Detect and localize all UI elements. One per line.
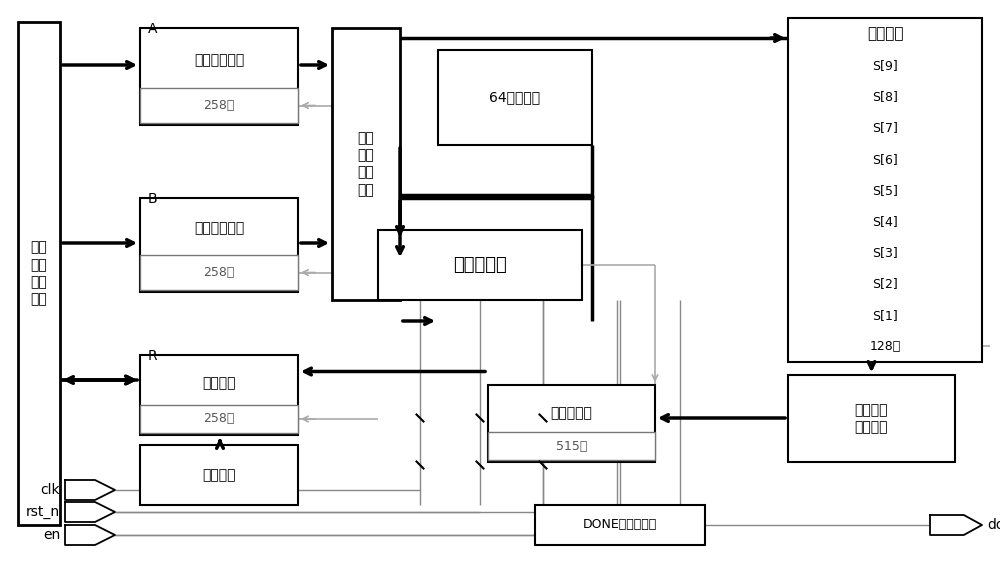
Text: 有限状态机: 有限状态机	[453, 256, 507, 274]
Text: S[4]: S[4]	[872, 215, 898, 228]
Text: S[8]: S[8]	[872, 90, 898, 103]
Bar	[438, 50, 592, 145]
Text: 第二组合
逻辑单元: 第二组合 逻辑单元	[855, 403, 888, 434]
Bar	[488, 432, 655, 460]
Bar	[535, 505, 705, 545]
Text: S[3]: S[3]	[872, 246, 898, 259]
Text: 第一
组合
逻辑
单元: 第一 组合 逻辑 单元	[358, 131, 374, 197]
Text: 第二输入单元: 第二输入单元	[194, 221, 244, 235]
Polygon shape	[930, 515, 982, 535]
Text: 约减电路: 约减电路	[202, 468, 236, 482]
Bar	[332, 28, 400, 300]
Text: S[7]: S[7]	[872, 122, 898, 134]
Bar	[140, 28, 298, 125]
Text: 258位: 258位	[203, 413, 235, 425]
Bar	[140, 198, 298, 292]
Text: rst_n: rst_n	[26, 505, 60, 519]
Text: 输出单元: 输出单元	[202, 376, 236, 390]
Text: S[5]: S[5]	[872, 184, 898, 197]
Text: 128位: 128位	[869, 340, 901, 353]
Text: 64位乘法器: 64位乘法器	[489, 91, 541, 104]
Bar	[788, 18, 982, 362]
Bar	[18, 22, 60, 525]
Text: 第一输入单元: 第一输入单元	[194, 53, 244, 67]
Text: 515位: 515位	[556, 440, 587, 452]
Text: 寄存器组: 寄存器组	[867, 27, 903, 42]
Polygon shape	[65, 480, 115, 500]
Bar	[488, 385, 655, 462]
Text: B: B	[148, 192, 158, 206]
Text: A: A	[148, 22, 158, 36]
Text: en: en	[43, 528, 60, 542]
Text: clk: clk	[40, 483, 60, 497]
Bar	[140, 445, 298, 505]
Text: S[9]: S[9]	[872, 59, 898, 72]
Bar	[378, 230, 582, 300]
Bar	[788, 375, 955, 462]
Text: 258位: 258位	[203, 99, 235, 112]
Text: S[2]: S[2]	[872, 278, 898, 290]
Text: 258位: 258位	[203, 266, 235, 279]
Bar	[140, 255, 298, 290]
Text: S[1]: S[1]	[872, 309, 898, 322]
Text: DONE信号寄存器: DONE信号寄存器	[583, 519, 657, 531]
Polygon shape	[65, 525, 115, 545]
Text: R: R	[148, 349, 158, 363]
Bar	[140, 88, 298, 123]
Bar	[140, 355, 298, 435]
Text: 数据
输入
输出
接口: 数据 输入 输出 接口	[31, 241, 47, 306]
Text: done: done	[987, 518, 1000, 532]
Bar	[140, 405, 298, 433]
Text: S[6]: S[6]	[872, 153, 898, 166]
Polygon shape	[65, 502, 115, 522]
Text: 乘积寄存器: 乘积寄存器	[551, 406, 592, 420]
